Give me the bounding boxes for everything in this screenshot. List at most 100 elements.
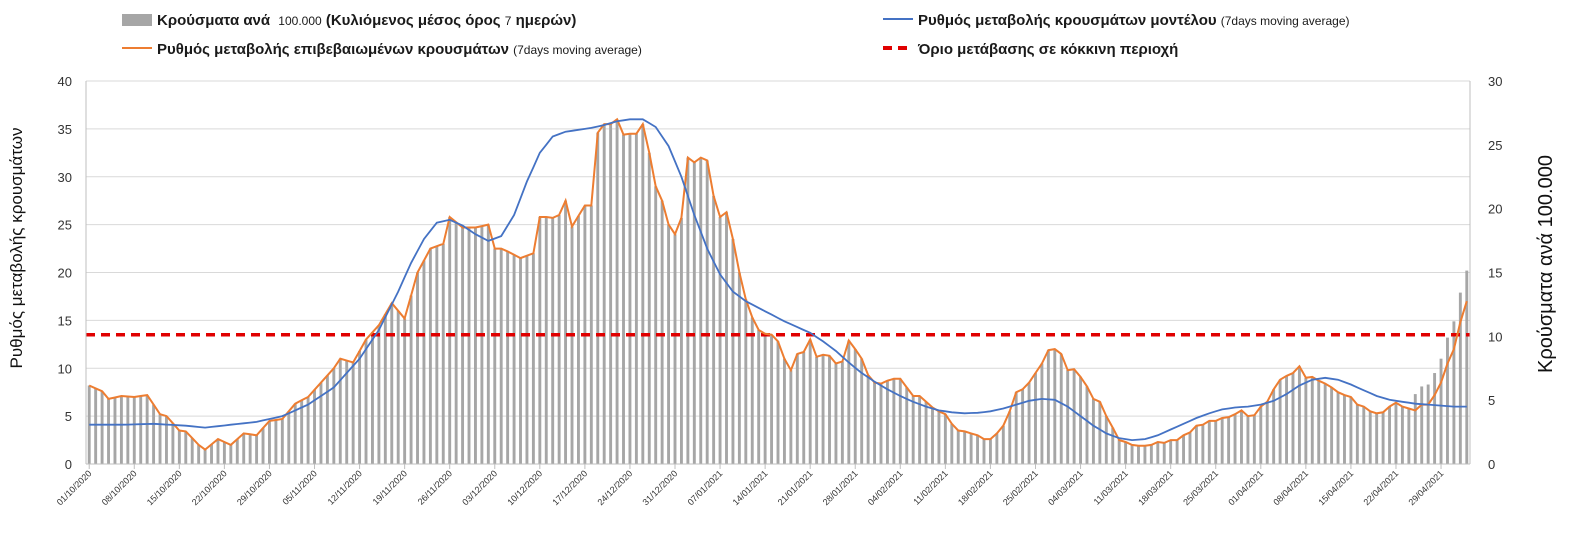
- model-rate-line: [89, 118, 1467, 442]
- bar: [332, 368, 336, 464]
- bar: [499, 248, 503, 464]
- bar: [467, 227, 471, 464]
- y-right-tick-label: 20: [1488, 202, 1502, 217]
- bar: [1413, 394, 1417, 464]
- x-tick-label: 25/03/2021: [1181, 468, 1220, 507]
- y-axis-left-title: Ρυθμός μεταβολής κρουσμάτων: [7, 128, 26, 369]
- bar: [1240, 410, 1243, 464]
- bar: [1388, 406, 1391, 464]
- bar: [1362, 406, 1366, 464]
- bar: [647, 152, 651, 464]
- bar: [319, 382, 323, 464]
- bar: [795, 353, 799, 464]
- bar: [641, 124, 645, 465]
- x-axis-ticks: 01/10/2020 08/10/2020 15/10/2020 22/10/2020…: [55, 464, 1445, 507]
- x-tick-label: 14/01/2021: [731, 468, 770, 507]
- x-tick-label: 08/10/2020: [100, 468, 139, 507]
- y-left-tick-label: 20: [58, 266, 72, 281]
- bar: [377, 325, 381, 464]
- x-tick-label: 15/04/2021: [1316, 468, 1355, 507]
- bar: [1446, 337, 1449, 464]
- bar: [1426, 384, 1430, 464]
- y-right-tick-label: 30: [1488, 74, 1502, 89]
- bar: [828, 355, 831, 464]
- y-right-tick-label: 5: [1488, 393, 1495, 408]
- bar: [963, 431, 967, 464]
- bar: [152, 404, 156, 464]
- bar: [1304, 377, 1308, 464]
- bar: [1310, 376, 1314, 464]
- x-tick-label: 10/12/2020: [505, 468, 544, 507]
- bar: [840, 361, 844, 464]
- x-tick-label: 22/04/2021: [1361, 468, 1400, 507]
- bar: [1343, 395, 1346, 464]
- bar: [1407, 408, 1411, 464]
- bar: [918, 396, 922, 464]
- bar: [538, 216, 542, 464]
- bar: [268, 420, 271, 464]
- bar: [660, 200, 664, 464]
- bar: [1323, 383, 1327, 464]
- bar: [519, 258, 522, 464]
- x-tick-label: 11/03/2021: [1092, 468, 1130, 506]
- axes: [85, 81, 1471, 465]
- bar: [770, 334, 774, 464]
- x-tick-label: 18/03/2021: [1136, 468, 1175, 507]
- bar: [1458, 292, 1462, 464]
- bar: [576, 216, 580, 464]
- bar: [293, 403, 297, 464]
- legend: Κρούσματα ανά 100.000 (Κυλιόμενος μέσος …: [122, 12, 1350, 58]
- bar: [441, 243, 445, 464]
- y-left-tick-label: 40: [58, 74, 72, 89]
- bar: [197, 444, 201, 464]
- bar: [821, 354, 825, 464]
- bar: [622, 134, 625, 464]
- bar: [177, 430, 181, 464]
- bar: [750, 317, 754, 464]
- bar: [1368, 411, 1372, 464]
- x-tick-label: 15/10/2020: [145, 468, 184, 507]
- bar: [686, 157, 690, 464]
- bar: [1420, 386, 1424, 464]
- bar: [171, 423, 175, 464]
- bar: [216, 439, 220, 464]
- bar: [351, 362, 355, 464]
- bar: [789, 370, 793, 464]
- y-axis-right-title: Κρούσματα ανά 100.000: [1535, 155, 1557, 373]
- bar: [1066, 370, 1070, 464]
- bar: [1169, 440, 1173, 464]
- bar: [1252, 415, 1256, 464]
- bar: [435, 246, 439, 464]
- bar: [1233, 414, 1237, 464]
- x-tick-label: 25/02/2021: [1001, 468, 1040, 507]
- bar: [757, 329, 761, 464]
- bar: [673, 234, 677, 464]
- bar: [158, 414, 162, 464]
- y-axis-left-ticks: 0 5 10 15 20 25 30 35 40: [58, 74, 72, 472]
- y-left-tick-label: 0: [65, 457, 72, 472]
- bar: [782, 358, 786, 464]
- bar: [1400, 406, 1404, 464]
- y-right-tick-label: 25: [1488, 138, 1502, 153]
- bar: [203, 449, 207, 464]
- bar: [937, 411, 941, 464]
- bar: [1465, 270, 1469, 464]
- bar: [1259, 406, 1263, 464]
- x-tick-label: 31/12/2020: [640, 468, 679, 507]
- bar: [1104, 416, 1108, 464]
- bar: [525, 255, 529, 464]
- bar: [815, 356, 819, 464]
- bar: [1439, 358, 1443, 464]
- bar: [853, 349, 857, 464]
- bar: [184, 431, 188, 464]
- bar: [847, 340, 851, 464]
- bar: [1265, 401, 1269, 464]
- bar: [403, 318, 407, 464]
- bar: [1355, 404, 1359, 464]
- bar: [725, 212, 728, 464]
- bar: [107, 398, 110, 464]
- bar: [1091, 398, 1095, 464]
- bar: [1220, 418, 1224, 464]
- bar: [931, 407, 934, 464]
- bar: [763, 333, 767, 464]
